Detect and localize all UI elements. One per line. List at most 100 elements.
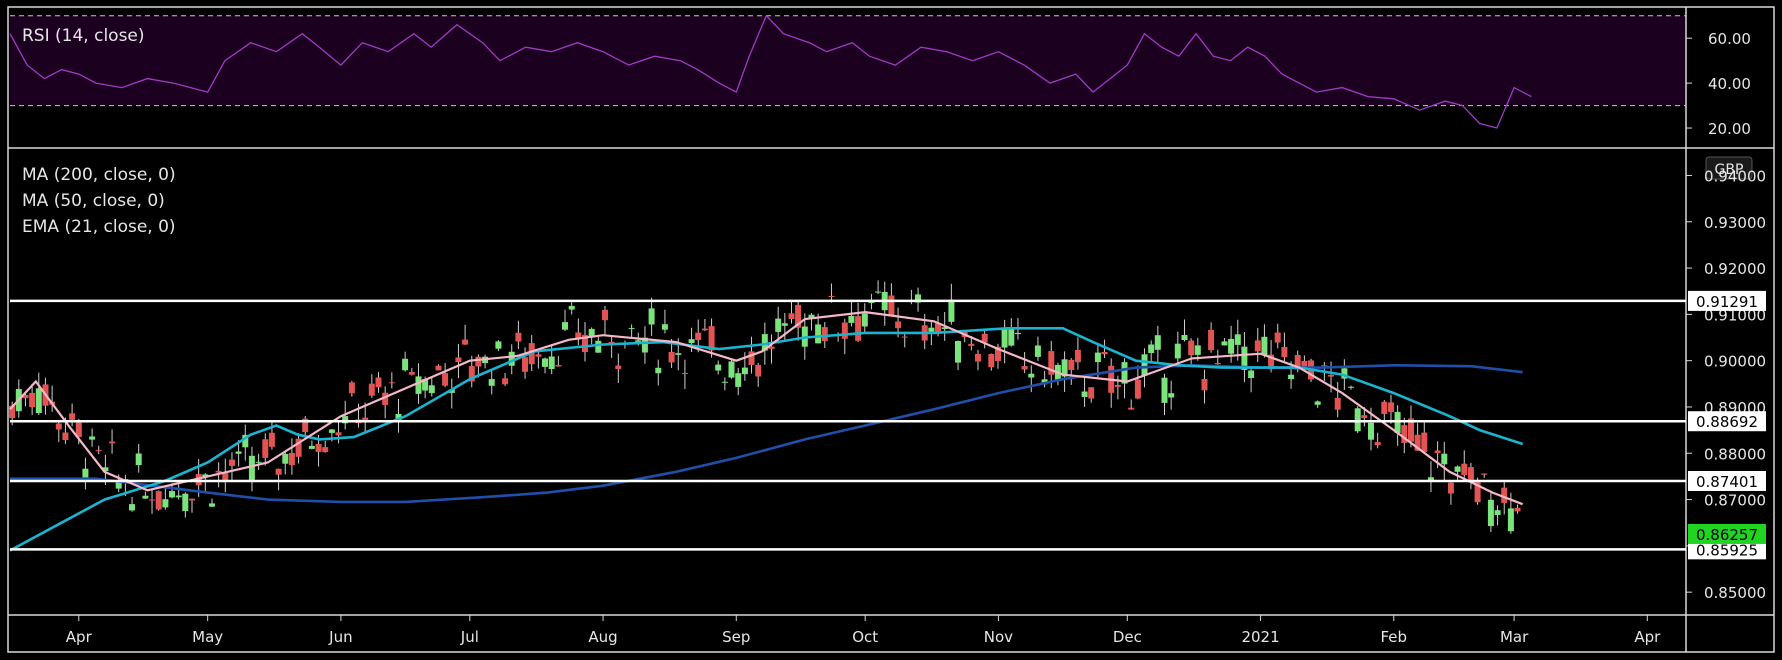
horizontal-levels[interactable] xyxy=(10,299,1686,551)
candle-body xyxy=(408,372,415,375)
price-panel[interactable]: MA (200, close, 0) MA (50, close, 0) EMA… xyxy=(9,156,1766,602)
candle-body xyxy=(1154,335,1161,350)
candle-body xyxy=(615,365,622,369)
candle-body xyxy=(941,327,948,329)
candle-body xyxy=(1274,332,1281,343)
candle-body xyxy=(1128,407,1135,410)
candle-body xyxy=(655,367,662,374)
candle-body xyxy=(242,434,249,448)
level-label-bg-2 xyxy=(1688,470,1766,491)
candle-body xyxy=(675,353,682,355)
candle-body xyxy=(861,313,868,327)
candle-body xyxy=(142,495,149,499)
ema21-line xyxy=(9,310,1524,506)
level-label-0[interactable]: 0.91291 xyxy=(1696,293,1758,311)
candle-body xyxy=(1081,391,1088,397)
candle-body xyxy=(1168,393,1175,398)
candle-body xyxy=(695,332,702,341)
chart-frame xyxy=(7,6,1775,653)
candle-body xyxy=(1494,510,1501,515)
candle-body xyxy=(1074,349,1081,363)
last-price-bg xyxy=(1688,523,1766,544)
candle-body xyxy=(1441,453,1448,465)
level-label-2[interactable]: 0.87401 xyxy=(1696,473,1758,491)
candle-body xyxy=(1208,329,1215,351)
x-tick-label: Jul xyxy=(460,628,479,646)
level-label-bg-1 xyxy=(1688,411,1766,432)
candle-body xyxy=(542,358,548,367)
candle-body xyxy=(335,432,342,436)
candle-body xyxy=(209,503,215,507)
candle-body xyxy=(1048,351,1055,375)
candle-body xyxy=(342,416,349,424)
candle-body xyxy=(1234,334,1241,345)
candlesticks xyxy=(9,280,1521,534)
candle-body xyxy=(435,365,442,371)
candle-body xyxy=(1268,354,1275,370)
candle-body xyxy=(935,323,941,334)
candle-body xyxy=(1388,402,1394,413)
candle-body xyxy=(202,474,209,477)
candle-body xyxy=(1148,344,1155,353)
candle-body xyxy=(1408,418,1414,442)
candle-body xyxy=(1174,343,1181,359)
candle-body xyxy=(89,436,96,440)
x-tick-label: Apr xyxy=(66,628,93,646)
candle-body xyxy=(1201,379,1208,391)
candle-body xyxy=(175,495,182,498)
candle-body xyxy=(428,385,435,394)
candle-body xyxy=(1188,340,1195,356)
candle-body xyxy=(995,346,1001,362)
candle-body xyxy=(442,373,449,386)
candle-body xyxy=(1101,352,1108,355)
candle-body xyxy=(755,364,762,377)
candle-body xyxy=(1481,473,1488,475)
candle-body xyxy=(568,305,575,310)
candle-body xyxy=(575,332,582,339)
candle-body xyxy=(82,468,89,479)
candle-body xyxy=(795,304,802,328)
candle-body xyxy=(1361,415,1368,419)
candle-body xyxy=(1088,387,1095,399)
candle-body xyxy=(515,332,522,342)
candle-body xyxy=(35,388,42,413)
candle-body xyxy=(1288,374,1295,380)
candle-body xyxy=(1214,363,1221,365)
candle-body xyxy=(875,291,882,293)
candle-body xyxy=(295,438,302,457)
candle-body xyxy=(602,309,608,321)
level-label-bg-0 xyxy=(1688,290,1766,311)
level-label-3[interactable]: 0.85925 xyxy=(1696,541,1758,559)
candle-body xyxy=(155,491,162,510)
candle-body xyxy=(681,373,688,374)
rsi-panel[interactable]: RSI (14, close) 60.00 40.00 20.00 xyxy=(9,14,1751,138)
price-tick-label: 0.93000 xyxy=(1704,214,1766,232)
candle-body xyxy=(268,432,275,447)
candle-body xyxy=(475,356,482,367)
candle-body xyxy=(135,453,142,466)
candle-body xyxy=(641,337,648,353)
candle-body xyxy=(988,354,995,368)
candle-body xyxy=(1134,379,1141,399)
candle-body xyxy=(322,447,329,453)
candle-body xyxy=(1368,422,1374,440)
candle-body xyxy=(828,295,835,297)
candle-body xyxy=(262,439,269,458)
candle-body xyxy=(815,324,822,344)
candle-body xyxy=(975,353,981,362)
candle-body xyxy=(595,340,602,353)
candle-body xyxy=(455,357,462,363)
candle-body xyxy=(29,392,36,408)
candle-body xyxy=(1028,373,1035,378)
candle-body xyxy=(149,499,155,501)
level-label-1[interactable]: 0.88692 xyxy=(1696,413,1758,431)
price-tick-label: 0.94000 xyxy=(1704,167,1766,185)
candle-body xyxy=(1141,354,1148,376)
candle-body xyxy=(955,341,961,363)
price-tick-label: 0.88000 xyxy=(1704,445,1766,463)
candle-body xyxy=(235,451,242,454)
candle-body xyxy=(348,382,355,394)
candle-body xyxy=(368,383,375,396)
